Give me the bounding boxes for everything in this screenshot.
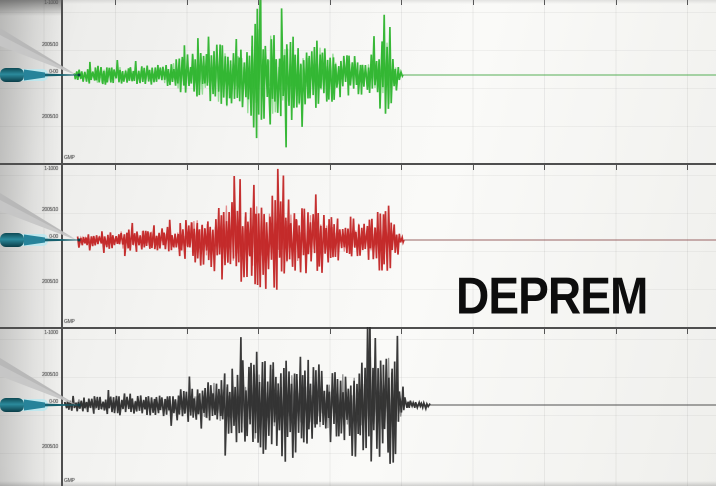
scale-label-corner: 1-1000 — [44, 166, 58, 172]
time-tick — [472, 329, 474, 334]
time-tick — [115, 165, 117, 170]
time-tick — [544, 329, 546, 334]
time-tick — [687, 329, 689, 334]
time-tick — [472, 0, 474, 5]
time-tick — [186, 165, 188, 170]
time-tick — [186, 329, 188, 334]
scale-label-corner: 1-1000 — [44, 330, 58, 336]
scale-label-lower: 2005/10 — [42, 444, 58, 450]
time-tick — [472, 165, 474, 170]
time-tick — [615, 329, 617, 334]
time-tick — [615, 0, 617, 5]
deprem-label: DEPREM — [456, 268, 648, 326]
scale-label-upper: 2005/10 — [42, 372, 58, 378]
record-start-line — [61, 163, 63, 327]
panel-divider-line — [0, 327, 716, 329]
panel-divider-line — [0, 163, 716, 165]
waveform-middle — [76, 168, 716, 290]
time-tick — [544, 0, 546, 5]
time-tick — [115, 0, 117, 5]
stylus-icon — [0, 25, 90, 95]
time-tick — [186, 0, 188, 5]
scale-label-mid: 0-00 — [49, 69, 58, 75]
scale-label-lower: 2005/10 — [42, 114, 58, 120]
scale-label-lower: 2005/10 — [42, 279, 58, 285]
time-tick — [329, 165, 331, 170]
scale-label-mid: 0-00 — [49, 399, 58, 405]
scale-label-mid: 0-00 — [49, 234, 58, 240]
seismo-panel-top: 1-1000 2005/10 0-00 2005/10 GMP — [0, 0, 716, 163]
scale-label-gmp: GMP — [64, 319, 75, 325]
time-tick — [258, 165, 260, 170]
time-tick — [258, 329, 260, 334]
scale-label-upper: 2005/10 — [42, 207, 58, 213]
scale-label-corner: 1-1000 — [44, 0, 58, 6]
time-tick — [401, 0, 403, 5]
scale-label-upper: 2005/10 — [42, 42, 58, 48]
time-tick — [687, 0, 689, 5]
time-tick — [615, 165, 617, 170]
time-tick — [258, 0, 260, 5]
waveform-bottom — [63, 327, 716, 464]
record-start-line — [61, 327, 63, 486]
time-tick — [687, 165, 689, 170]
record-start-line — [61, 0, 63, 163]
time-tick — [544, 165, 546, 170]
seismo-panel-bottom: 1-1000 2005/10 0-00 2005/10 GMP — [0, 327, 716, 486]
waveform-top — [73, 0, 716, 148]
time-tick — [329, 0, 331, 5]
corner-shade — [0, 0, 62, 16]
scale-label-gmp: GMP — [64, 478, 75, 484]
stylus-icon — [0, 190, 90, 260]
time-tick — [115, 329, 117, 334]
seismo-panel-middle: 1-1000 2005/10 0-00 2005/10 GMP — [0, 163, 716, 327]
time-tick — [401, 165, 403, 170]
time-tick — [401, 329, 403, 334]
time-tick — [329, 329, 331, 334]
stylus-icon — [0, 355, 90, 425]
scale-label-gmp: GMP — [64, 155, 75, 161]
